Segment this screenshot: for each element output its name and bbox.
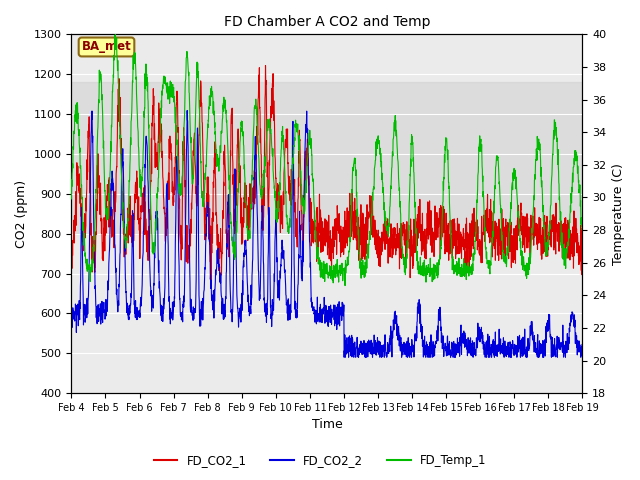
X-axis label: Time: Time (312, 419, 342, 432)
Y-axis label: CO2 (ppm): CO2 (ppm) (15, 180, 28, 248)
Title: FD Chamber A CO2 and Temp: FD Chamber A CO2 and Temp (224, 15, 430, 29)
Legend: FD_CO2_1, FD_CO2_2, FD_Temp_1: FD_CO2_1, FD_CO2_2, FD_Temp_1 (149, 449, 491, 472)
Y-axis label: Temperature (C): Temperature (C) (612, 163, 625, 264)
Text: BA_met: BA_met (82, 40, 131, 53)
Bar (72, 82, 582, 234)
